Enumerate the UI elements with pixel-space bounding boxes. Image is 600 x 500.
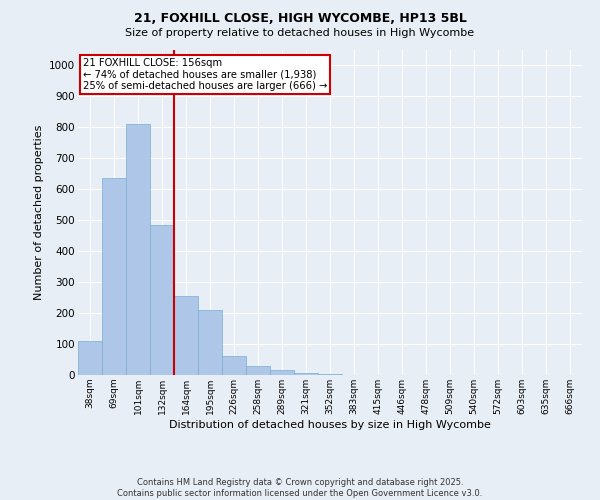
Bar xyxy=(270,370,294,375)
Bar xyxy=(198,310,222,375)
Text: 21 FOXHILL CLOSE: 156sqm
← 74% of detached houses are smaller (1,938)
25% of sem: 21 FOXHILL CLOSE: 156sqm ← 74% of detach… xyxy=(83,58,328,92)
Y-axis label: Number of detached properties: Number of detached properties xyxy=(34,125,44,300)
Bar xyxy=(102,178,126,375)
Bar xyxy=(150,225,174,375)
Bar xyxy=(246,366,270,375)
Bar xyxy=(294,374,318,375)
Bar xyxy=(222,356,246,375)
Text: 21, FOXHILL CLOSE, HIGH WYCOMBE, HP13 5BL: 21, FOXHILL CLOSE, HIGH WYCOMBE, HP13 5B… xyxy=(134,12,466,26)
Text: Contains HM Land Registry data © Crown copyright and database right 2025.
Contai: Contains HM Land Registry data © Crown c… xyxy=(118,478,482,498)
X-axis label: Distribution of detached houses by size in High Wycombe: Distribution of detached houses by size … xyxy=(169,420,491,430)
Bar xyxy=(78,341,102,375)
Bar xyxy=(126,124,150,375)
Bar xyxy=(318,374,342,375)
Text: Size of property relative to detached houses in High Wycombe: Size of property relative to detached ho… xyxy=(125,28,475,38)
Bar xyxy=(174,296,198,375)
